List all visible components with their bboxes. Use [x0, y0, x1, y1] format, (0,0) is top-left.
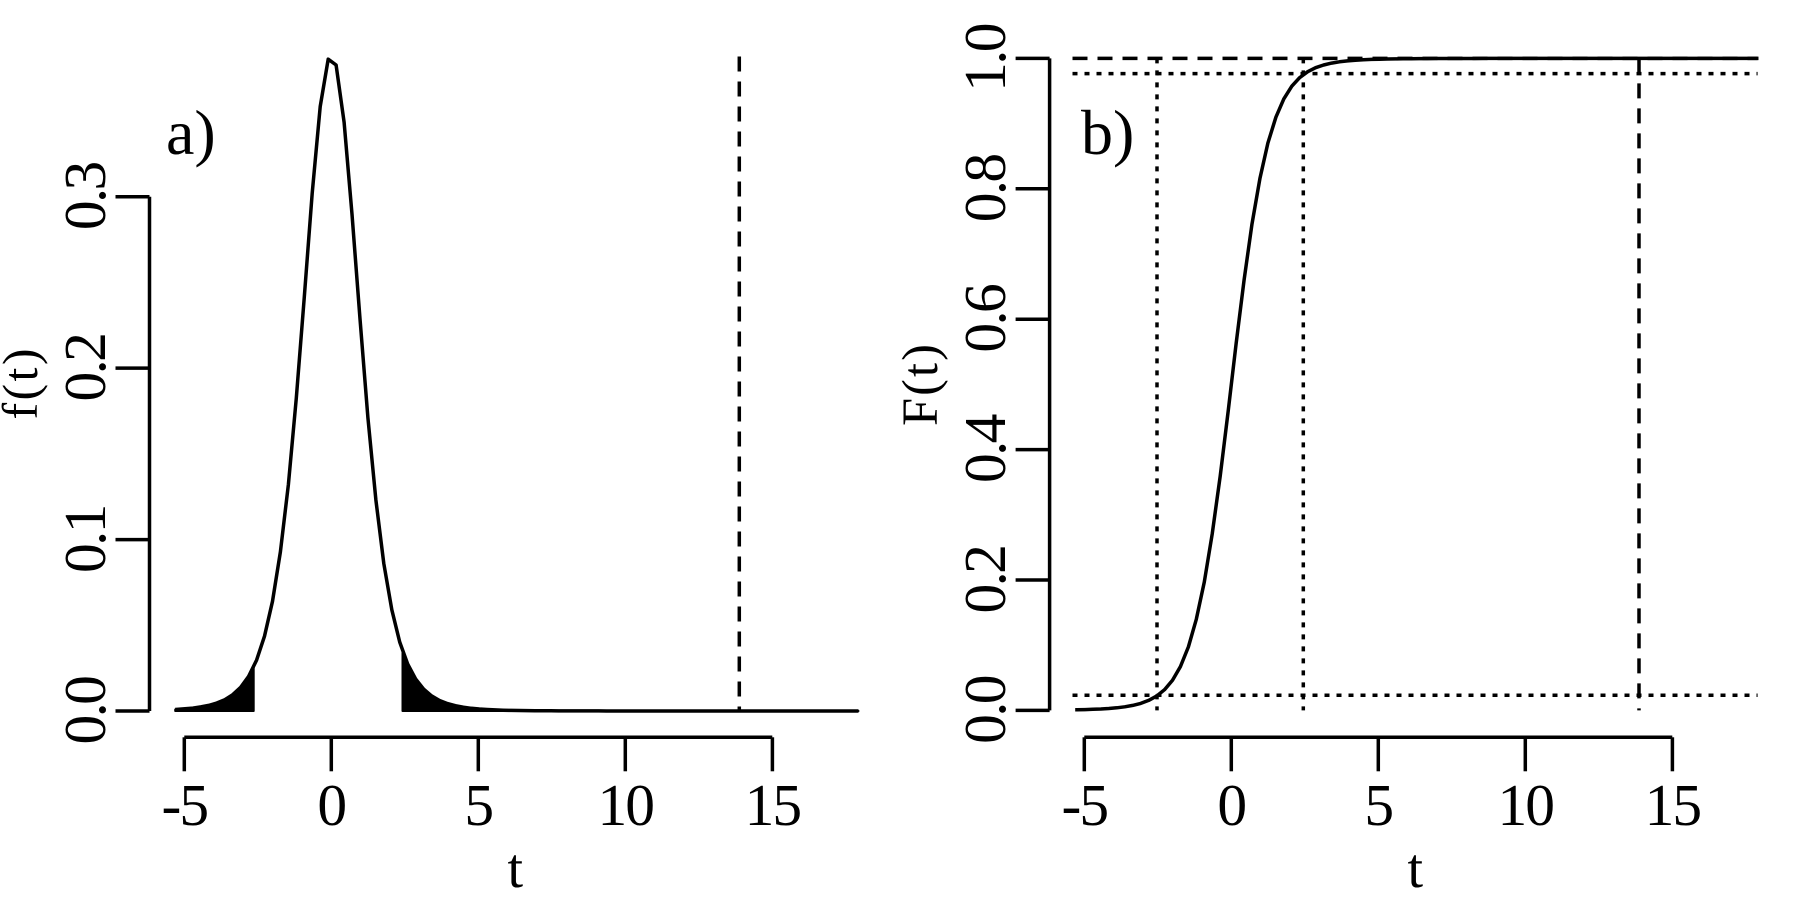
svg-text:-5: -5 [1062, 772, 1108, 838]
svg-text:0.2: 0.2 [52, 335, 118, 402]
svg-text:a): a) [166, 97, 216, 168]
svg-text:10: 10 [1498, 772, 1554, 838]
svg-text:0.3: 0.3 [52, 163, 118, 231]
svg-text:15: 15 [745, 772, 801, 838]
svg-text:10: 10 [598, 772, 654, 838]
svg-text:t: t [508, 838, 524, 900]
svg-text:1.0: 1.0 [952, 24, 1018, 92]
svg-text:15: 15 [1645, 772, 1701, 838]
svg-text:0.8: 0.8 [952, 155, 1018, 223]
svg-text:f(t): f(t) [0, 349, 48, 420]
svg-text:0.1: 0.1 [52, 506, 118, 573]
svg-text:0.4: 0.4 [952, 414, 1018, 483]
svg-text:0.0: 0.0 [952, 676, 1018, 744]
svg-text:5: 5 [464, 772, 492, 838]
svg-text:0.2: 0.2 [952, 547, 1018, 614]
svg-text:0: 0 [1217, 772, 1245, 838]
svg-text:F(t): F(t) [892, 344, 948, 426]
svg-text:0: 0 [317, 772, 345, 838]
svg-text:5: 5 [1364, 772, 1392, 838]
svg-text:t: t [1408, 838, 1424, 900]
svg-text:b): b) [1081, 97, 1134, 168]
svg-text:0.0: 0.0 [52, 677, 118, 745]
svg-text:-5: -5 [162, 772, 208, 838]
svg-text:0.6: 0.6 [952, 285, 1018, 353]
